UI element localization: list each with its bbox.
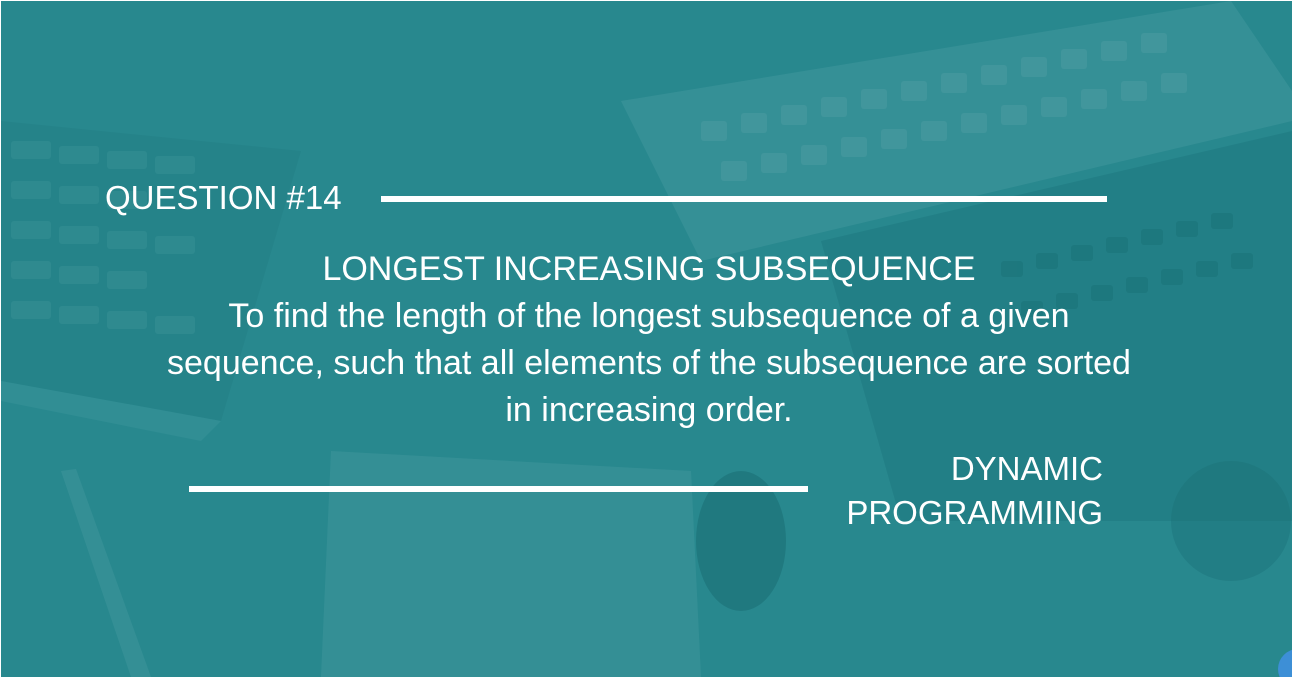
top-divider-line (381, 196, 1107, 202)
bottom-divider-line (189, 486, 808, 492)
corner-accent-dot (1278, 649, 1292, 677)
question-body: LONGEST INCREASING SUBSEQUENCE To find t… (151, 245, 1147, 434)
category-line-2: PROGRAMMING (846, 494, 1103, 531)
question-number-label: QUESTION #14 (105, 179, 342, 216)
problem-description: To find the length of the longest subseq… (167, 297, 1131, 429)
category-line-1: DYNAMIC (950, 450, 1103, 487)
category-label: DYNAMIC PROGRAMMING (846, 447, 1103, 535)
topic-title: LONGEST INCREASING SUBSEQUENCE (322, 250, 976, 288)
